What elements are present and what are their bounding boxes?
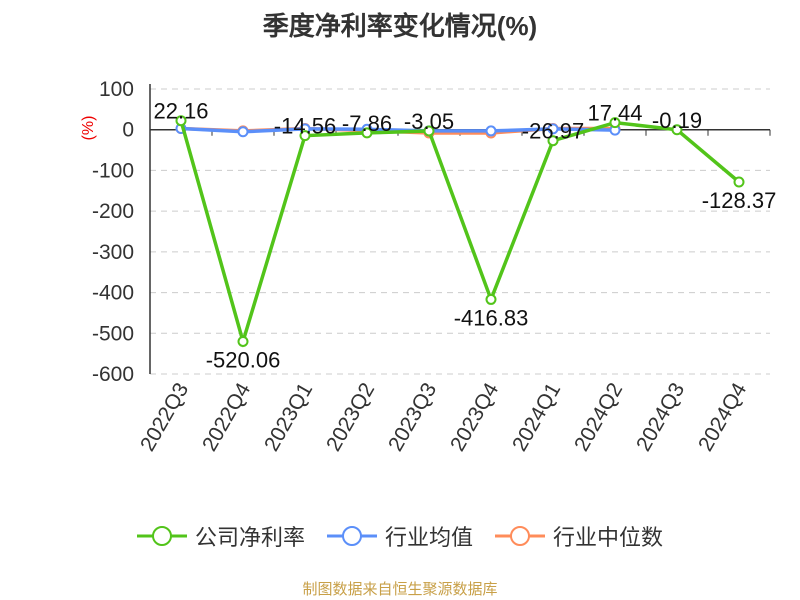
source-note: 制图数据来自恒生聚源数据库 (302, 581, 498, 598)
series-line (180, 126, 616, 134)
data-label: -416.83 (454, 305, 529, 330)
data-point (175, 115, 187, 127)
x-tick-label: 2024Q1 (508, 379, 565, 455)
data-label: -26.97 (522, 119, 584, 144)
data-point (423, 125, 435, 137)
data-point (237, 126, 249, 138)
legend-marker-icon (326, 526, 377, 546)
x-tick-label: 2023Q2 (322, 379, 379, 455)
x-tick-label: 2024Q3 (632, 379, 689, 455)
y-tick-label: -600 (92, 363, 134, 386)
data-point (547, 123, 559, 135)
y-tick-label: -100 (92, 159, 134, 182)
legend-marker-icon (136, 526, 187, 546)
data-point (361, 127, 373, 139)
y-tick-label: -400 (92, 282, 134, 305)
legend: 公司净利率 行业均值 行业中位数 (0, 520, 800, 552)
data-label: -14.56 (274, 114, 336, 139)
y-tick-label: -300 (92, 241, 134, 264)
data-label: -7.86 (342, 111, 392, 136)
x-tick-label: 2023Q3 (384, 379, 441, 455)
legend-label: 公司净利率 (194, 525, 305, 550)
x-tick-label: 2024Q2 (570, 379, 627, 455)
legend-item[interactable]: 行业中位数 (495, 520, 663, 552)
data-label: -520.06 (206, 347, 281, 372)
data-point (733, 176, 745, 188)
data-label: -0.19 (652, 108, 702, 133)
data-point (237, 335, 249, 347)
data-point (485, 293, 497, 305)
data-label: -3.05 (404, 109, 454, 134)
data-point (547, 135, 559, 147)
data-label: 17.44 (587, 101, 642, 126)
data-label: -128.37 (702, 188, 777, 213)
legend-label: 行业中位数 (553, 525, 664, 550)
series-line (179, 120, 741, 348)
x-tick-label: 2022Q3 (136, 379, 193, 455)
y-tick-label: 0 (122, 119, 134, 142)
y-tick-label: -200 (92, 200, 134, 223)
data-label: 22.16 (153, 99, 208, 124)
legend-item[interactable]: 公司净利率 (136, 520, 305, 552)
legend-marker-icon (495, 526, 545, 546)
data-point (671, 124, 683, 136)
data-point (485, 125, 497, 137)
chart-title: 季度净利率变化情况(%) (262, 11, 538, 41)
x-tick-label: 2024Q4 (694, 379, 751, 455)
data-point (609, 117, 621, 129)
data-point (299, 130, 311, 142)
y-axis-label: (%) (80, 116, 97, 141)
y-tick-label: 100 (99, 78, 134, 101)
y-tick-label: -500 (92, 322, 134, 345)
x-tick-label: 2022Q4 (198, 379, 255, 455)
x-tick-label: 2023Q1 (260, 379, 317, 455)
legend-item[interactable]: 行业均值 (326, 520, 473, 552)
legend-label: 行业均值 (384, 525, 473, 550)
x-tick-label: 2023Q4 (446, 379, 503, 455)
